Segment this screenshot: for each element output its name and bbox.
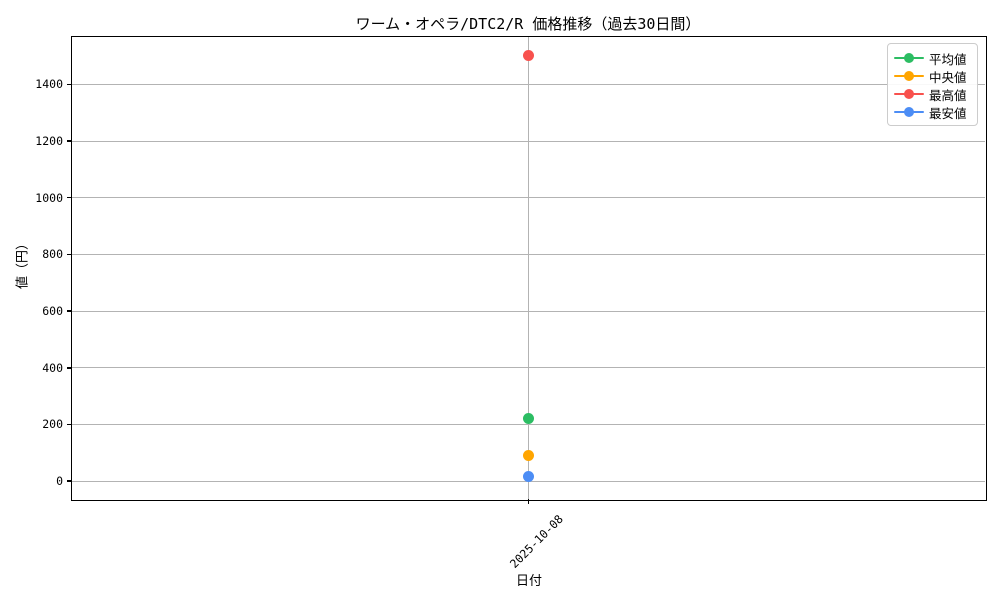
legend-label-median: 中央値 — [929, 69, 967, 85]
y-tick-label-1200: 1200 — [35, 134, 63, 149]
data-point-highest — [523, 50, 534, 62]
legend-label-highest: 最高値 — [929, 87, 967, 103]
x-axis-label: 日付 — [515, 574, 543, 589]
legend-item-lowest: 最安値 — [888, 103, 977, 121]
y-tick-label-1400: 1400 — [35, 77, 63, 92]
y-tick-mark-200 — [66, 423, 71, 426]
legend-marker-lowest — [904, 107, 914, 117]
y-tick-label-0: 0 — [56, 474, 63, 489]
x-tick-mark — [527, 499, 530, 504]
data-point-median — [523, 450, 534, 462]
y-axis-label: 値（円） — [15, 236, 31, 290]
legend-marker-average — [904, 53, 914, 63]
chart-title: ワーム・オペラ/DTC2/R 価格推移（過去30日間） — [355, 15, 701, 33]
y-tick-mark-800 — [66, 253, 71, 256]
legend-label-lowest: 最安値 — [929, 105, 967, 121]
y-tick-label-1000: 1000 — [35, 190, 63, 205]
legend-item-average: 平均値 — [888, 49, 977, 67]
y-tick-mark-600 — [66, 310, 71, 312]
y-tick-mark-1200 — [66, 140, 71, 142]
legend-label-average: 平均値 — [929, 51, 967, 67]
y-tick-mark-0 — [66, 480, 71, 482]
data-point-average — [523, 413, 534, 425]
data-point-lowest — [523, 471, 534, 483]
legend-item-median: 中央値 — [888, 67, 977, 85]
legend-marker-median — [904, 71, 914, 81]
y-tick-mark-1400 — [66, 83, 71, 86]
y-tick-mark-400 — [66, 367, 71, 369]
y-tick-label-600: 600 — [42, 304, 63, 319]
y-tick-label-200: 200 — [42, 417, 63, 432]
legend-marker-highest — [904, 89, 914, 99]
legend-item-highest: 最高値 — [888, 85, 977, 103]
y-tick-label-400: 400 — [42, 360, 63, 375]
v-gridline-2025-10-08 — [528, 37, 529, 499]
y-tick-mark-1000 — [66, 196, 71, 199]
legend: 平均値中央値最高値最安値 — [887, 43, 978, 126]
x-tick-label: 2025-10-08 — [507, 512, 566, 571]
y-tick-label-800: 800 — [42, 247, 63, 262]
